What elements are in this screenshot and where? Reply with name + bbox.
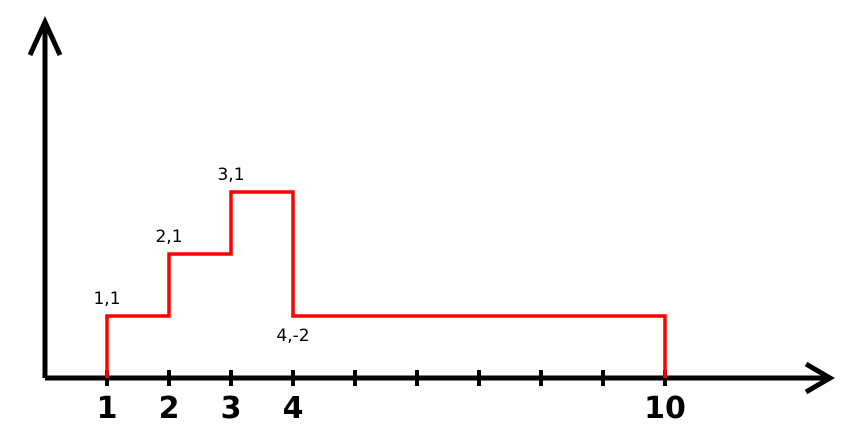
x-tick-label: 3	[221, 391, 242, 426]
step-line	[105, 190, 667, 378]
point-label: 4,-2	[276, 326, 309, 346]
x-tick-labels: 1 2 3 4 10	[97, 391, 686, 426]
x-tick-label: 10	[644, 391, 686, 426]
x-tick-label: 1	[97, 391, 118, 426]
x-axis-arrow-icon	[804, 361, 835, 395]
x-tick-label: 2	[159, 391, 180, 426]
x-tick-label: 4	[283, 391, 304, 426]
point-label: 2,1	[155, 227, 182, 247]
point-label: 1,1	[93, 289, 120, 309]
point-labels: 1,1 2,1 3,1 4,-2	[93, 165, 309, 346]
point-label: 3,1	[217, 165, 244, 185]
y-axis-arrow-icon	[27, 15, 63, 57]
axes	[27, 15, 835, 395]
